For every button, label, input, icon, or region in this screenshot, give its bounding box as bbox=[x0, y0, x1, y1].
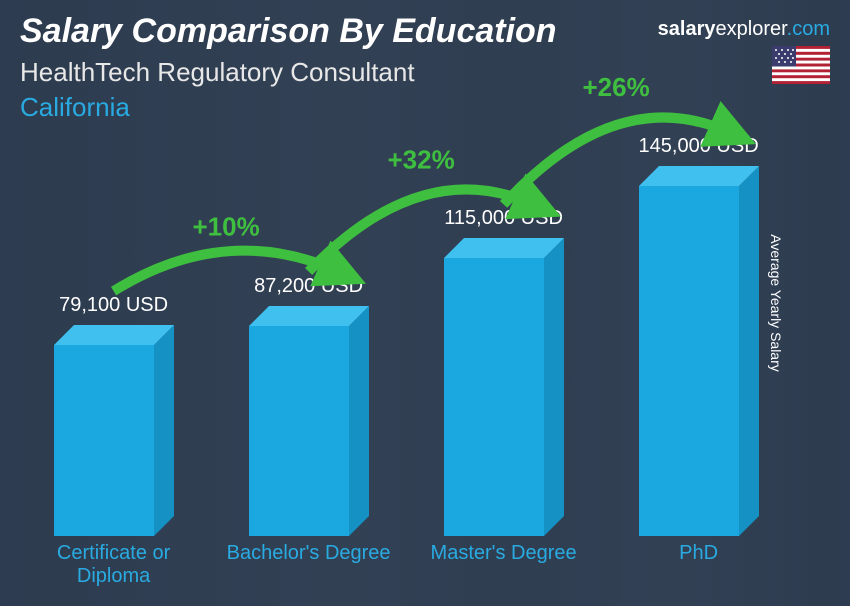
bar: 79,100 USD bbox=[54, 345, 174, 536]
bar-side bbox=[154, 325, 174, 536]
salary-chart: 79,100 USDCertificate or Diploma87,200 U… bbox=[20, 140, 800, 586]
bar-top bbox=[54, 325, 174, 345]
brand-bold: salary bbox=[658, 18, 716, 40]
bar: 87,200 USD bbox=[249, 326, 369, 536]
bar-side bbox=[349, 306, 369, 536]
category-label: Master's Degree bbox=[414, 542, 594, 565]
category-label: Certificate or Diploma bbox=[24, 542, 204, 588]
bar-top bbox=[444, 238, 564, 258]
brand-rest: explorer bbox=[716, 18, 787, 40]
bar-group: 115,000 USDMaster's Degree bbox=[434, 140, 574, 536]
bar-side bbox=[544, 238, 564, 536]
flag-icon bbox=[772, 46, 830, 84]
bar-value-label: 145,000 USD bbox=[639, 135, 759, 158]
bar-side bbox=[739, 166, 759, 536]
bar-top bbox=[249, 306, 369, 326]
bar-value-label: 79,100 USD bbox=[59, 294, 168, 317]
bar: 145,000 USD bbox=[639, 186, 759, 536]
bar-group: 145,000 USDPhD bbox=[629, 140, 769, 536]
bar: 115,000 USD bbox=[444, 258, 564, 536]
bar-front bbox=[54, 345, 154, 536]
bar-value-label: 115,000 USD bbox=[444, 207, 563, 230]
bar-front bbox=[444, 258, 544, 536]
bar-front bbox=[249, 326, 349, 536]
bar-value-label: 87,200 USD bbox=[254, 275, 363, 298]
brand-logo: salaryexplorer.com bbox=[658, 18, 830, 41]
job-title: HealthTech Regulatory Consultant bbox=[20, 57, 830, 88]
category-label: Bachelor's Degree bbox=[219, 542, 399, 565]
bar-group: 79,100 USDCertificate or Diploma bbox=[44, 140, 184, 536]
bar-top bbox=[639, 166, 759, 186]
location-label: California bbox=[20, 92, 830, 123]
category-label: PhD bbox=[609, 542, 789, 565]
bar-group: 87,200 USDBachelor's Degree bbox=[239, 140, 379, 536]
bar-front bbox=[639, 186, 739, 536]
brand-tld: .com bbox=[787, 18, 830, 40]
